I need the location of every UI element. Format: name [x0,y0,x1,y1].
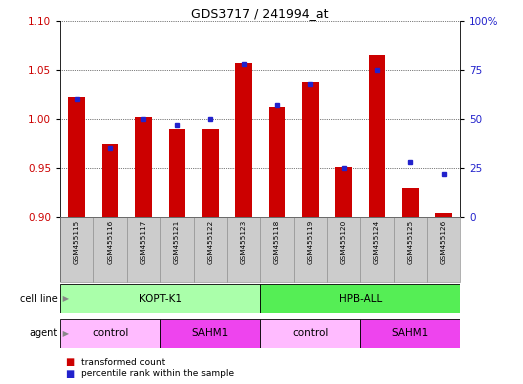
Bar [427,217,460,282]
Text: GSM455126: GSM455126 [440,220,447,265]
Text: GSM455123: GSM455123 [241,220,246,265]
Text: ■: ■ [65,369,75,379]
Bar [235,63,252,217]
Bar [60,319,160,348]
Bar [360,319,460,348]
Bar [94,217,127,282]
Bar [302,82,319,217]
Text: control: control [92,328,128,338]
Text: control: control [292,328,328,338]
Text: GSM455119: GSM455119 [307,220,313,265]
Bar [293,217,327,282]
Text: GSM455115: GSM455115 [74,220,80,265]
Text: percentile rank within the sample: percentile rank within the sample [81,369,234,378]
Text: GSM455124: GSM455124 [374,220,380,265]
Text: GSM455116: GSM455116 [107,220,113,265]
Bar [369,55,385,217]
Bar [260,284,460,313]
Bar [135,117,152,217]
Bar [194,217,227,282]
Bar [360,217,393,282]
Text: GSM455120: GSM455120 [340,220,347,265]
Bar [260,319,360,348]
Text: KOPT-K1: KOPT-K1 [139,293,181,304]
Text: transformed count: transformed count [81,358,165,367]
Text: cell line: cell line [20,293,58,304]
Bar [327,217,360,282]
Text: ■: ■ [65,357,75,367]
Text: ▶: ▶ [60,294,69,303]
Bar [402,187,418,217]
Bar [60,284,260,313]
Bar [202,129,219,217]
Bar [394,217,427,282]
Text: GSM455125: GSM455125 [407,220,413,265]
Bar [160,319,260,348]
Text: GSM455117: GSM455117 [141,220,146,265]
Bar [60,217,94,282]
Bar [227,217,260,282]
Text: SAHM1: SAHM1 [191,328,229,338]
Text: GSM455121: GSM455121 [174,220,180,265]
Bar [168,129,185,217]
Bar [260,217,293,282]
Bar [268,107,285,217]
Bar [335,167,352,217]
Text: HPB-ALL: HPB-ALL [338,293,382,304]
Text: SAHM1: SAHM1 [392,328,429,338]
Text: GSM455118: GSM455118 [274,220,280,265]
Bar [435,213,452,217]
Text: agent: agent [29,328,58,338]
Bar [127,217,160,282]
Title: GDS3717 / 241994_at: GDS3717 / 241994_at [191,7,329,20]
Bar [69,98,85,217]
Bar [160,217,194,282]
Bar [102,144,119,217]
Text: ▶: ▶ [60,329,69,338]
Text: GSM455122: GSM455122 [207,220,213,265]
